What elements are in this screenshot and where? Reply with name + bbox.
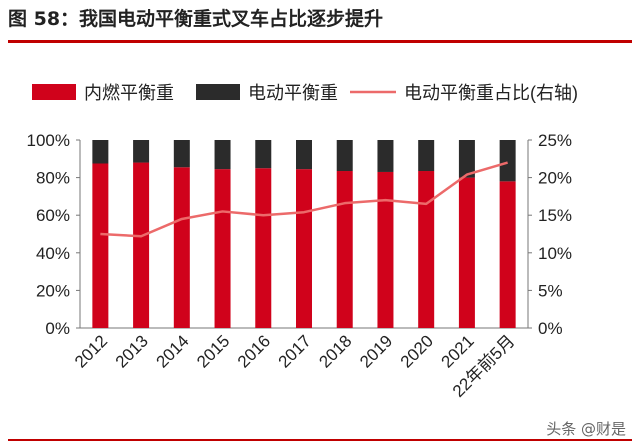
x-tick-label: 2018 [315,331,355,371]
y-right-tick-label: 20% [538,169,572,188]
bar-electric [92,140,109,164]
x-tick-label: 2020 [397,331,437,371]
figure-title: 图 58：我国电动平衡重式叉车占比逐步提升 [8,8,384,30]
x-tick-label: 2012 [71,331,111,371]
bar-ice [173,167,190,328]
bar-electric [458,140,475,178]
y-right-tick-label: 0% [538,319,563,338]
bar-ice [133,162,150,328]
y-left-tick-label: 100% [27,131,70,150]
bar-electric [133,140,150,163]
y-right-tick-label: 15% [538,206,572,225]
line-ratio [100,161,508,238]
bar-electric [499,140,516,182]
bar-ice [255,168,272,328]
title-divider [8,40,632,43]
bar-ice [418,171,435,328]
bar-electric [173,140,190,168]
bar-electric [255,140,272,169]
y-left-tick-label: 60% [36,206,70,225]
x-tick-label: 2014 [152,331,192,371]
bar-ice [92,163,109,328]
x-tick-label: 2013 [112,331,152,371]
bar-electric [336,140,353,172]
y-right-tick-label: 10% [538,244,572,263]
bottom-divider [8,439,632,441]
y-right-tick-label: 5% [538,281,563,300]
bar-electric [296,140,312,170]
watermark: 头条 @财是 [546,420,626,438]
legend-swatch-electric [196,84,240,100]
legend-label-electric: 电动平衡重 [248,83,338,103]
bar-ice [377,171,394,328]
x-tick-label: 2019 [356,331,396,371]
y-right-tick-label: 25% [538,131,572,150]
x-tick-label: 2015 [193,331,233,371]
x-tick-label: 2016 [234,331,274,371]
bar-electric [377,140,394,172]
y-left-tick-label: 20% [36,281,70,300]
bar-electric [214,140,231,170]
legend-label-ratio: 电动平衡重占比(右轴) [404,83,578,103]
bar-ice [296,169,312,328]
y-left-tick-label: 40% [36,244,70,263]
legend-label-ice: 内燃平衡重 [84,83,174,103]
y-left-tick-label: 80% [36,169,70,188]
y-left-tick-label: 0% [45,319,70,338]
legend-swatch-ice [32,84,76,100]
bar-ice [214,169,231,328]
bar-ice [458,177,475,328]
bar-ice [499,181,516,328]
x-tick-label: 2017 [275,331,315,371]
bar-ice [336,171,353,328]
bar-electric [418,140,435,172]
